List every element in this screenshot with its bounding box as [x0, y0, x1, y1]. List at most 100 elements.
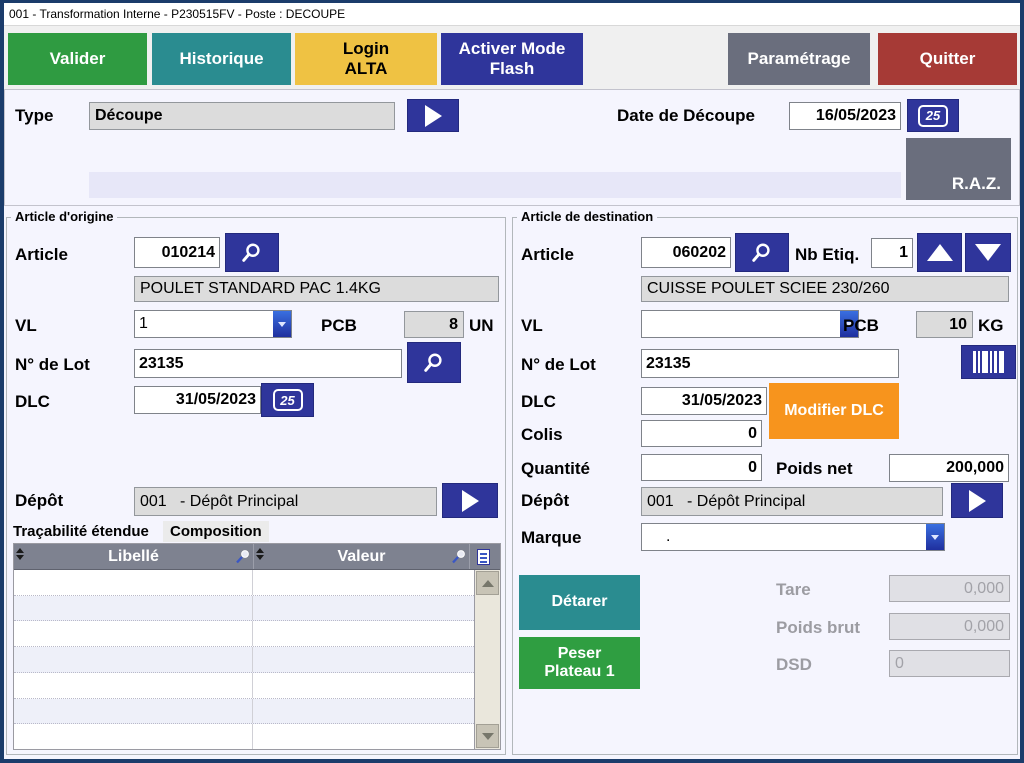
dest-pcb-label: PCB [843, 316, 879, 335]
dest-depot-field: 001 - Dépôt Principal [641, 487, 943, 516]
destination-group: Article de destination Article Nb Etiq. … [512, 209, 1018, 755]
table-row[interactable] [14, 672, 474, 699]
window-title: 001 - Transformation Interne - P230515FV… [4, 3, 1020, 26]
dest-article-search-button[interactable] [735, 233, 789, 272]
dest-vl-label: VL [521, 316, 543, 335]
poids-net-input[interactable] [889, 454, 1009, 482]
toolbar: Valider Historique Login ALTA Activer Mo… [4, 26, 1020, 89]
origin-vl-label: VL [15, 316, 37, 335]
detarer-button[interactable]: Détarer [519, 575, 640, 630]
origin-depot-field: 001 - Dépôt Principal [134, 487, 437, 516]
origin-pcb-unit: UN [469, 316, 494, 335]
origin-lot-label: N° de Lot [15, 355, 90, 374]
login-alta-button[interactable]: Login ALTA [295, 33, 437, 85]
arrow-up-icon [926, 244, 953, 261]
table-row[interactable] [14, 595, 474, 622]
nb-etiq-up-button[interactable] [917, 233, 962, 272]
origin-pcb-field: 8 [404, 311, 464, 338]
calendar-icon: 25 [918, 104, 948, 127]
peser-plateau-button[interactable]: Peser Plateau 1 [519, 637, 640, 689]
arrow-down-icon [481, 732, 494, 740]
dest-pcb-field: 10 [916, 311, 973, 338]
barcode-button[interactable] [961, 345, 1016, 379]
barcode-icon [973, 351, 1004, 373]
type-field[interactable]: Découpe [89, 102, 395, 130]
origin-depot-button[interactable] [442, 483, 498, 518]
poids-brut-label: Poids brut [776, 618, 861, 637]
arrow-up-icon [481, 579, 494, 587]
origin-article-search-button[interactable] [225, 233, 279, 272]
dest-article-input[interactable] [641, 237, 731, 268]
type-label: Type [15, 106, 54, 125]
raz-button[interactable]: R.A.Z. [906, 138, 1011, 200]
table-row[interactable] [14, 724, 474, 750]
quantite-input[interactable] [641, 454, 762, 481]
type-next-button[interactable] [407, 99, 459, 132]
tab-composition[interactable]: Composition [163, 521, 269, 542]
parametrage-button[interactable]: Paramétrage [728, 33, 870, 85]
dropdown-arrow-icon[interactable] [273, 311, 291, 337]
colis-input[interactable] [641, 420, 762, 447]
column-search-icon[interactable] [451, 549, 466, 564]
marque-combo[interactable]: . [641, 523, 945, 551]
date-calendar-button[interactable]: 25 [907, 99, 959, 132]
dest-depot-button[interactable] [951, 483, 1003, 518]
type-panel: Type Découpe Date de Découpe 25 R.A.Z. [4, 89, 1020, 206]
quitter-button[interactable]: Quitter [878, 33, 1017, 85]
scroll-down-button[interactable] [476, 724, 499, 748]
poids-brut-field: 0,000 [889, 613, 1010, 640]
tare-label: Tare [776, 580, 811, 599]
table-row[interactable] [14, 698, 474, 725]
origin-depot-label: Dépôt [15, 491, 64, 510]
arrow-right-icon [968, 489, 986, 512]
dest-vl-combo[interactable] [641, 310, 859, 338]
search-icon [242, 243, 260, 262]
dest-depot-label: Dépôt [521, 491, 570, 510]
sort-icon [256, 548, 264, 560]
column-header-valeur[interactable]: Valeur [254, 544, 470, 569]
colis-label: Colis [521, 425, 563, 444]
origin-article-name-field: POULET STANDARD PAC 1.4KG [134, 276, 499, 302]
table-row[interactable] [14, 647, 474, 673]
origin-vl-combo[interactable]: 1 [134, 310, 292, 338]
dropdown-arrow-icon[interactable] [926, 524, 944, 550]
nb-etiq-label: Nb Etiq. [795, 245, 860, 264]
valider-button[interactable]: Valider [8, 33, 147, 85]
origin-article-input[interactable] [134, 237, 220, 268]
origin-group-label: Article d'origine [11, 209, 118, 224]
tab-tracabilite-etendue[interactable]: Traçabilité étendue [13, 523, 149, 540]
origin-lot-search-button[interactable] [407, 342, 461, 383]
origin-dlc-input[interactable] [134, 386, 261, 414]
arrow-right-icon [461, 489, 479, 512]
dsd-field: 0 [889, 650, 1010, 677]
dsd-label: DSD [776, 655, 812, 674]
historique-button[interactable]: Historique [152, 33, 291, 85]
dropdown-arrow-icon[interactable] [840, 311, 858, 337]
table-scrollbar[interactable] [474, 570, 500, 749]
sort-icon [16, 548, 24, 560]
arrow-down-icon [975, 244, 1001, 261]
dest-lot-input[interactable] [641, 349, 899, 378]
date-decoupe-input[interactable] [789, 102, 901, 130]
destination-group-label: Article de destination [517, 209, 658, 224]
activer-mode-flash-button[interactable]: Activer Mode Flash [441, 33, 583, 85]
column-picker-button[interactable] [470, 544, 496, 569]
table-row[interactable] [14, 621, 474, 648]
scroll-up-button[interactable] [476, 571, 499, 595]
calendar-icon: 25 [272, 389, 303, 411]
poids-net-label: Poids net [776, 459, 853, 478]
modifier-dlc-button[interactable]: Modifier DLC [769, 383, 899, 439]
column-header-libelle[interactable]: Libellé [14, 544, 254, 569]
origin-pcb-label: PCB [321, 316, 357, 335]
tracabilite-table: Libellé Valeur [13, 543, 501, 750]
dest-dlc-input[interactable] [641, 387, 767, 415]
table-row[interactable] [14, 570, 474, 596]
search-icon [752, 243, 770, 262]
nb-etiq-down-button[interactable] [965, 233, 1011, 272]
origin-dlc-calendar-button[interactable]: 25 [261, 383, 314, 417]
column-search-icon[interactable] [235, 549, 250, 564]
origin-lot-input[interactable] [134, 349, 402, 378]
nb-etiq-input[interactable] [871, 238, 913, 268]
origin-article-label: Article [15, 245, 68, 264]
